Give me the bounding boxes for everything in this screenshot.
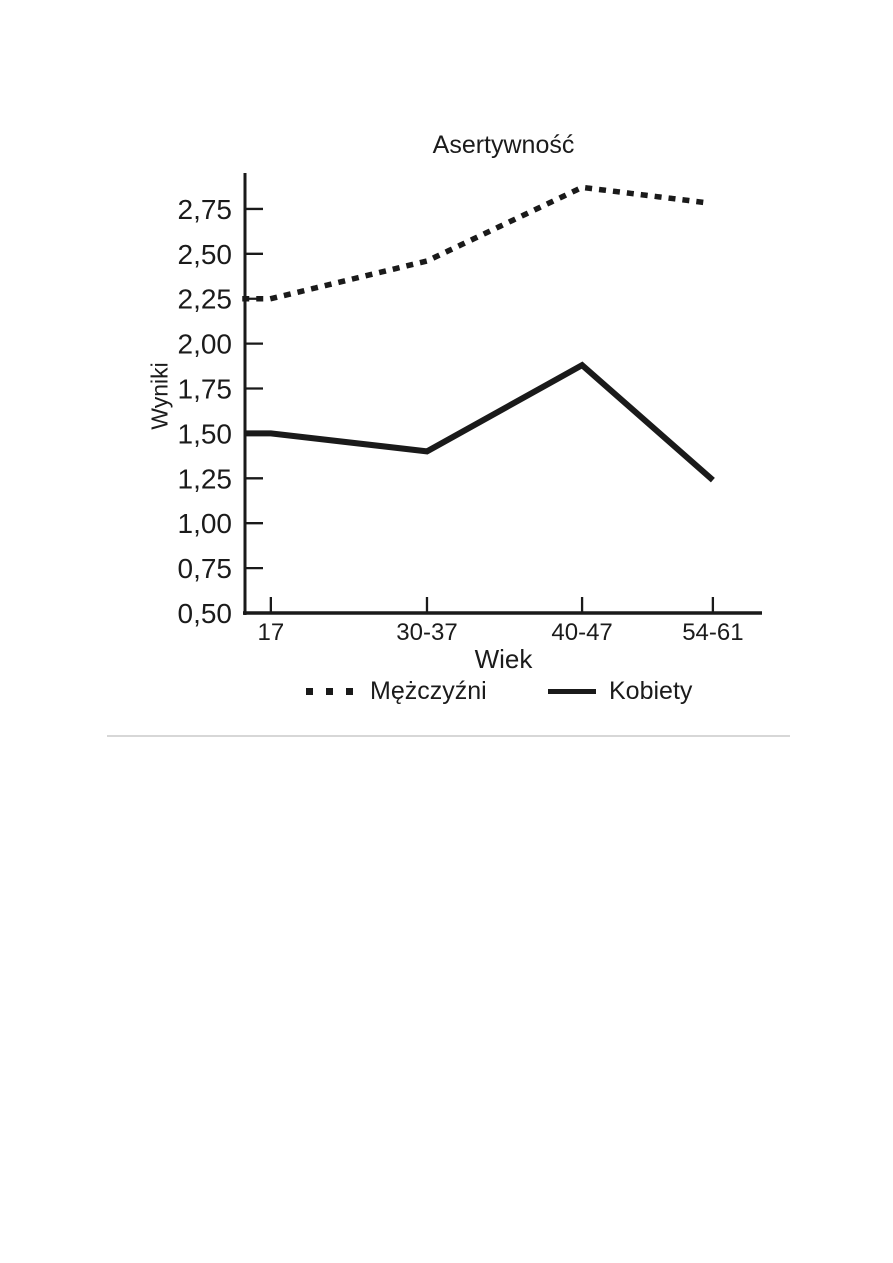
x-tick-label: 17 <box>257 619 284 646</box>
y-tick-label: 1,25 <box>178 463 233 494</box>
x-axis-title: Wiek <box>474 644 533 674</box>
legend-item-men: Mężczyźni <box>305 676 487 706</box>
solid-line-sample-icon <box>548 689 596 694</box>
y-tick-label: 1,50 <box>178 418 233 449</box>
x-tick-label: 40-47 <box>551 619 612 646</box>
y-tick-label: 2,25 <box>178 284 233 315</box>
y-tick-label: 1,75 <box>178 374 233 405</box>
dotted-line-sample-icon <box>306 688 353 695</box>
y-tick-label: 2,00 <box>178 329 233 360</box>
legend-label-women: Kobiety <box>609 676 693 705</box>
chart-title: Asertywność <box>432 131 575 159</box>
x-tick-label: 30-37 <box>396 619 457 646</box>
x-tick-label: 54-61 <box>682 619 743 646</box>
y-tick-label: 0,75 <box>178 553 233 584</box>
y-tick-label: 2,50 <box>178 239 233 270</box>
series-line-women <box>245 361 715 483</box>
plot-area: 0,50 0,75 1,00 1,25 1,50 1,75 2,00 2,25 2,50 2,75… <box>178 173 762 646</box>
legend-label-men: Mężczyźni <box>370 676 487 705</box>
series-line-men <box>242 184 716 302</box>
legend-item-women: Kobiety <box>548 676 692 706</box>
y-tick-label: 0,50 <box>178 598 233 629</box>
section-divider <box>107 735 790 737</box>
y-tick-label: 2,75 <box>178 194 233 225</box>
y-tick-label: 1,00 <box>178 508 233 539</box>
